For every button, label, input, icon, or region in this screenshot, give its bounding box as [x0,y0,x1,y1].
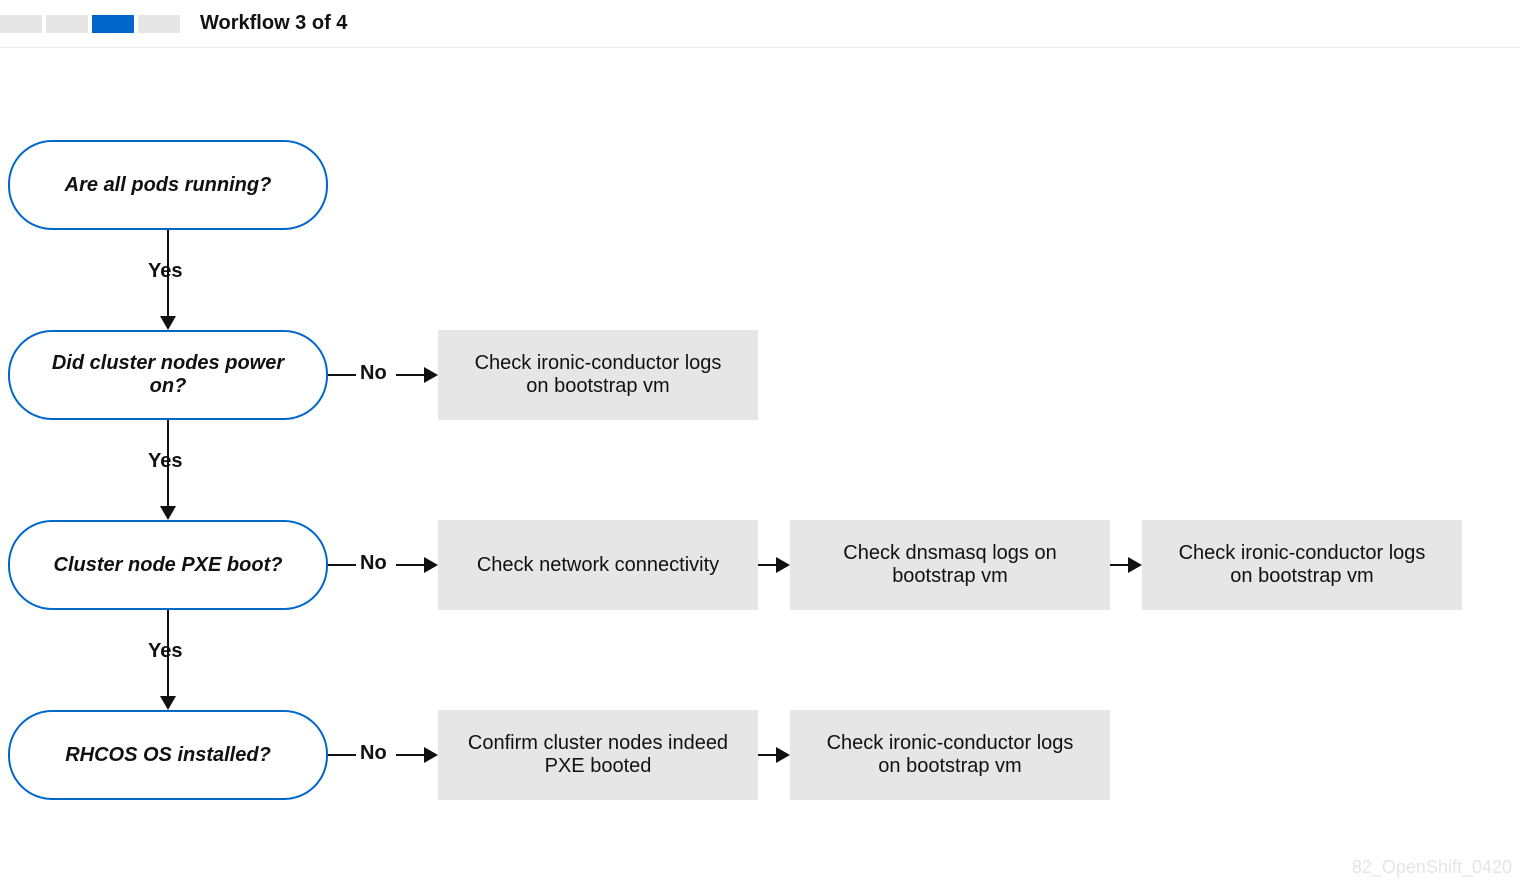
action-confirm-pxe: Confirm cluster nodes indeed PXE booted [438,710,758,800]
edge-line [1110,564,1128,566]
edge-label-no: No [360,552,387,575]
edge-label-no: No [360,742,387,765]
action-dnsmasq-logs: Check dnsmasq logs on bootstrap vm [790,520,1110,610]
flowchart-canvas: Are all pods running? Did cluster nodes … [0,48,1520,884]
edge-line [758,564,776,566]
node-label: Check ironic-conductor logs on bootstrap… [462,352,734,398]
edge-label-yes: Yes [148,450,182,473]
action-ironic-logs-1: Check ironic-conductor logs on bootstrap… [438,330,758,420]
node-label: Check network connectivity [477,554,719,577]
arrow-head-icon [160,506,176,520]
watermark: 82_OpenShift_0420 [1352,857,1512,878]
node-label: Check dnsmasq logs on bootstrap vm [814,542,1086,588]
edge-line [328,564,356,566]
node-label: RHCOS OS installed? [65,744,271,767]
arrow-head-icon [776,557,790,573]
edge-label-yes: Yes [148,640,182,663]
edge-label-yes: Yes [148,260,182,283]
progress-segment-1 [0,15,42,33]
arrow-head-icon [424,367,438,383]
node-label: Check ironic-conductor logs on bootstrap… [814,732,1086,778]
arrow-head-icon [160,316,176,330]
decision-rhcos-installed: RHCOS OS installed? [8,710,328,800]
progress-segment-2 [46,15,88,33]
node-label: Cluster node PXE boot? [54,554,283,577]
arrow-head-icon [160,696,176,710]
node-label: Are all pods running? [65,174,272,197]
edge-line [396,564,424,566]
decision-cluster-power-on: Did cluster nodes power on? [8,330,328,420]
action-ironic-logs-2: Check ironic-conductor logs on bootstrap… [1142,520,1462,610]
edge-line [396,754,424,756]
progress-segment-4 [138,15,180,33]
progress-segment-3 [92,15,134,33]
decision-pods-running: Are all pods running? [8,140,328,230]
edge-line [328,374,356,376]
arrow-head-icon [1128,557,1142,573]
edge-line [758,754,776,756]
action-ironic-logs-3: Check ironic-conductor logs on bootstrap… [790,710,1110,800]
action-check-network: Check network connectivity [438,520,758,610]
edge-label-no: No [360,362,387,385]
node-label: Check ironic-conductor logs on bootstrap… [1166,542,1438,588]
node-label: Did cluster nodes power on? [42,352,294,398]
header: Workflow 3 of 4 [0,0,1520,48]
edge-line [328,754,356,756]
arrow-head-icon [776,747,790,763]
arrow-head-icon [424,557,438,573]
decision-pxe-boot: Cluster node PXE boot? [8,520,328,610]
workflow-title: Workflow 3 of 4 [200,12,347,35]
progress-bar [0,15,180,33]
arrow-head-icon [424,747,438,763]
node-label: Confirm cluster nodes indeed PXE booted [462,732,734,778]
edge-line [396,374,424,376]
